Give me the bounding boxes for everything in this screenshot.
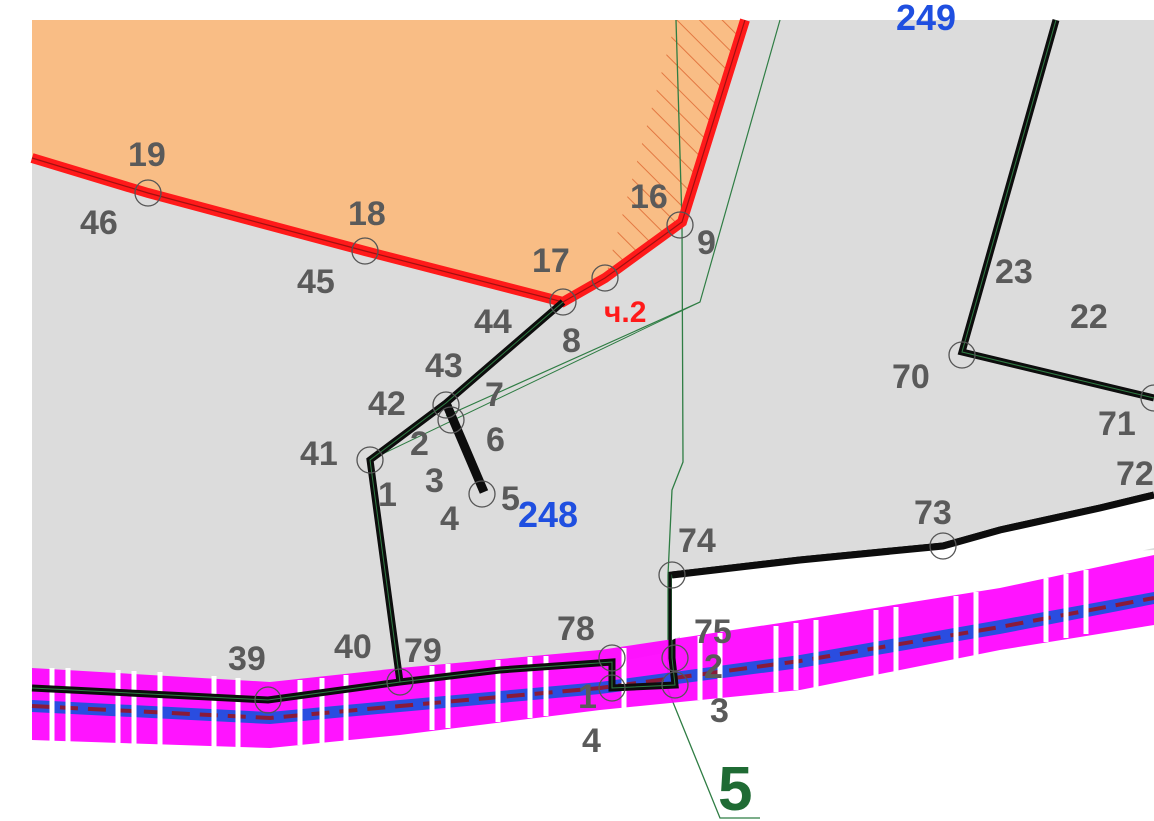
point-label-23: 23: [995, 253, 1033, 291]
point-label-2: 2: [410, 425, 429, 463]
point-label-3b: 3: [710, 692, 729, 730]
hatched-part: [605, 20, 745, 278]
pink-strip: [32, 555, 1154, 748]
point-label-9: 9: [697, 224, 716, 262]
zone-number: 5: [718, 755, 752, 821]
point-label-41: 41: [300, 435, 338, 473]
point-label-18: 18: [348, 195, 386, 233]
parcel-number-main: 248: [518, 494, 578, 535]
parcel-number-right: 22: [1070, 298, 1108, 336]
maroon-line: [31, 596, 1154, 721]
point-label-4: 4: [440, 500, 459, 538]
point-label-73: 73: [914, 494, 952, 532]
point-label-4b: 4: [582, 722, 601, 760]
point-label-1b: 1: [578, 678, 597, 716]
point-label-75: 75: [694, 613, 732, 651]
point-label-2b: 2: [704, 648, 723, 686]
point-label-46: 46: [80, 204, 118, 242]
point-label-78: 78: [557, 610, 595, 648]
point-label-43: 43: [425, 347, 463, 385]
point-label-16: 16: [630, 178, 668, 216]
point-label-79: 79: [404, 632, 442, 670]
white-gap-edge: [671, 491, 1154, 579]
point-label-71: 71: [1098, 405, 1136, 443]
point-label-72: 72: [1116, 455, 1154, 493]
green-boundary-line: [667, 19, 760, 819]
point-label-1: 1: [378, 476, 397, 514]
point-label-3: 3: [425, 462, 444, 500]
point-label-45: 45: [297, 263, 335, 301]
point-label-44: 44: [474, 303, 512, 341]
point-label-19: 19: [128, 136, 166, 174]
point-label-42: 42: [368, 385, 406, 423]
white-gap: [672, 498, 1154, 640]
point-markers: [134, 179, 1154, 714]
point-label-74: 74: [678, 522, 716, 560]
point-label-40: 40: [334, 628, 372, 666]
part-label: ч.2: [604, 296, 646, 329]
point-label-39: 39: [228, 640, 266, 678]
point-label-6: 6: [486, 421, 505, 459]
zone-area: [32, 20, 745, 302]
green-diagonal-line-2: [369, 301, 701, 461]
point-label-8: 8: [562, 322, 581, 360]
point-label-70: 70: [892, 358, 930, 396]
point-label-5: 5: [501, 480, 520, 518]
parcel-number-top: 249: [896, 0, 956, 38]
point-label-17: 17: [532, 242, 570, 280]
point-label-7: 7: [485, 376, 504, 414]
